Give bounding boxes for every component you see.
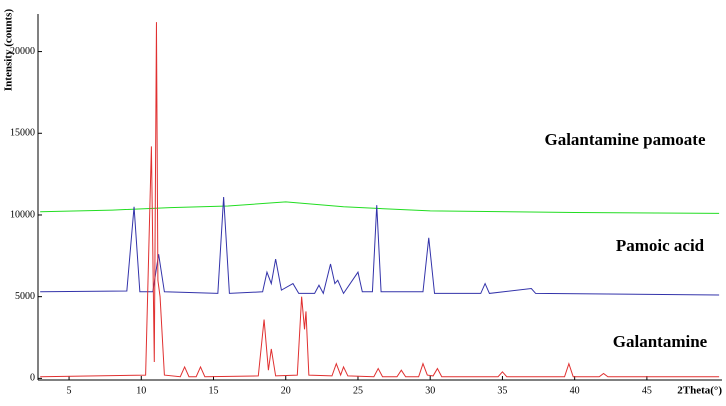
annotation: Galantamine [613, 332, 708, 351]
y-tick-label: 0 [30, 373, 35, 384]
annotation: Galantamine pamoate [544, 130, 705, 149]
x-tick-label: 35 [497, 385, 507, 396]
x-tick-label: 25 [353, 385, 363, 396]
y-tick-label: 10000 [10, 209, 35, 220]
x-tick-label: 5 [67, 385, 72, 396]
annotation: Pamoic acid [616, 236, 705, 255]
series-line [40, 22, 720, 378]
y-tick-label: 5000 [15, 291, 35, 302]
x-tick-label: 15 [209, 385, 219, 396]
y-tick-label: 20000 [10, 46, 35, 57]
x-tick-label: 40 [570, 385, 580, 396]
series-line [40, 201, 720, 214]
x-tick-label: 30 [425, 385, 435, 396]
x-tick-label: 10 [136, 385, 146, 396]
x-tick-label: 20 [281, 385, 291, 396]
series-line [40, 196, 720, 296]
y-axis-label: Intensity (counts) [3, 9, 15, 92]
x-tick-label: 45 [642, 385, 652, 396]
x-axis-label: 2Theta(°) [677, 385, 722, 397]
y-tick-label: 15000 [10, 128, 35, 139]
